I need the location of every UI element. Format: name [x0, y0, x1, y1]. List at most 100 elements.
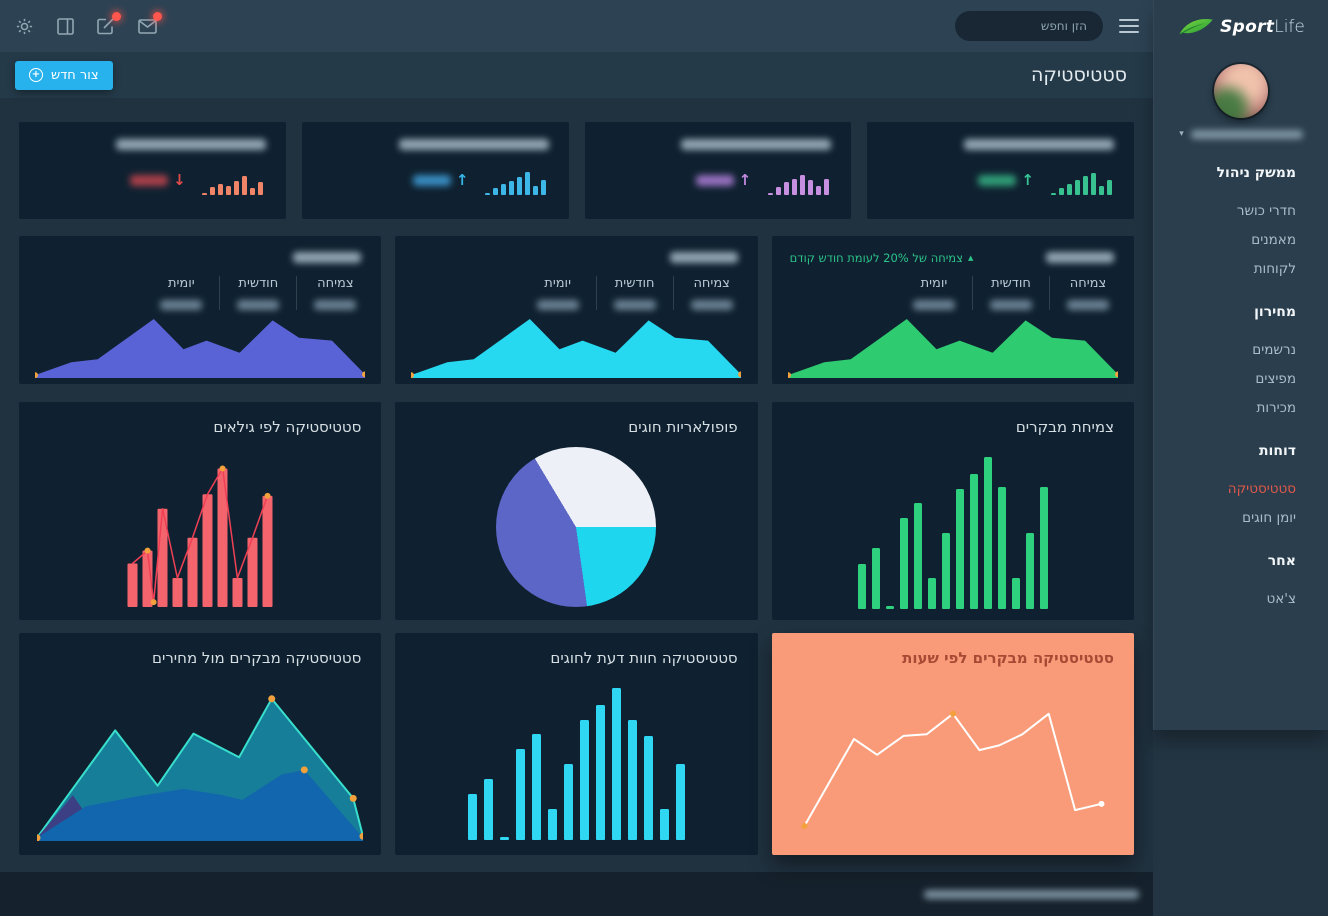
panel-ages: סטטיסטיקה לפי גילאים [19, 402, 382, 620]
monthly-stat: חודשית [597, 276, 674, 310]
reviews-bar-chart [467, 675, 685, 840]
sidebar-item-sales[interactable]: מכירות [1256, 399, 1297, 416]
search-input[interactable] [955, 11, 1103, 41]
daily-label: יומית [544, 276, 572, 291]
area-chart [35, 306, 365, 378]
redacted-stat-value [695, 174, 734, 186]
mini-bar-chart [200, 165, 266, 195]
avatar[interactable] [1214, 64, 1268, 118]
redacted-footer-text [924, 889, 1139, 899]
redacted-value [690, 300, 733, 310]
messages-button[interactable] [137, 12, 162, 36]
nav-header-pricing: מחירון [1254, 304, 1296, 320]
monthly-stat: חודשית [220, 276, 298, 310]
topbar [0, 0, 1153, 52]
growth-label: צמיחה [1069, 276, 1107, 291]
stat-card-purple: ↑ [584, 122, 852, 219]
panel-title: צמיחת מבקרים [1015, 418, 1114, 436]
growth-label: צמיחה [693, 276, 730, 291]
logo[interactable]: SportLife [1154, 0, 1328, 54]
mail-icon [137, 18, 157, 34]
visitor-growth-bar-chart [857, 444, 1048, 609]
growth-stat: צמיחה [1050, 276, 1126, 310]
visitors-hours-line-chart [788, 679, 1118, 837]
redacted-value [237, 300, 280, 310]
sidebar-item-class-calendar[interactable]: יומן חוגים [1242, 509, 1296, 526]
compose-button[interactable] [96, 12, 121, 36]
panel-visitors-by-hours: סטטיסטיקה מבקרים לפי שעות [771, 633, 1134, 855]
create-new-label: צור חדש [51, 67, 99, 83]
layout-panel-icon [56, 17, 74, 35]
layout-panel-button[interactable] [55, 16, 75, 36]
area-card-purple: צמיחה חודשית יומית [19, 236, 382, 384]
notification-badge [112, 12, 121, 21]
sidebar-item-gyms[interactable]: חדרי כושר [1236, 202, 1296, 219]
panel-title: פופולאריות חוגים [628, 418, 738, 436]
redacted-card-title [669, 252, 738, 263]
panel-reviews: סטטיסטיקה חוות דעת לחוגים [395, 633, 758, 855]
nav-header-admin: ממשק ניהול [1216, 165, 1296, 181]
caret-up-icon: ▲ [967, 253, 974, 262]
redacted-stat-title [681, 139, 832, 150]
sidebar-item-statistics[interactable]: סטטיסטיקה [1227, 480, 1296, 497]
trend-up-icon: ↑ [738, 170, 752, 189]
trend-down-icon: ↓ [173, 170, 186, 189]
page-header: + צור חדש סטטיסטיקה [0, 52, 1153, 98]
user-menu[interactable]: ▾ [1154, 129, 1328, 139]
monthly-label: חודשית [238, 276, 279, 291]
area-card-cyan: צמיחה חודשית יומית [395, 236, 758, 384]
page-title: סטטיסטיקה [1030, 64, 1127, 86]
chevron-down-icon: ▾ [1179, 129, 1184, 139]
compose-icon [97, 18, 114, 35]
redacted-value [314, 300, 357, 310]
gear-icon [16, 18, 32, 34]
redacted-stat-title [115, 139, 266, 150]
sidebar-panel: SportLife ▾ ממשק ניהול חדרי כושר מאמנים … [1153, 0, 1328, 730]
monthly-stat: חודשית [973, 276, 1050, 310]
redacted-card-title [1045, 252, 1114, 263]
sidebar: SportLife ▾ ממשק ניהול חדרי כושר מאמנים … [1153, 0, 1328, 916]
trend-up-icon: ↑ [455, 170, 469, 189]
sidebar-item-registrants[interactable]: נרשמים [1252, 341, 1296, 358]
redacted-stat-value [130, 174, 169, 186]
growth-annotation: ▲ צמיחה של 20% לעומת חודש קודם [790, 251, 974, 265]
visitors-prices-area-chart [37, 683, 364, 841]
redacted-stat-title [398, 139, 549, 150]
sidebar-item-distributors[interactable]: מפיצים [1255, 370, 1296, 387]
sidebar-item-clients[interactable]: לקוחות [1253, 260, 1296, 277]
popularity-pie-chart [496, 447, 657, 607]
redacted-value [160, 300, 203, 310]
growth-stat: צמיחה [674, 276, 750, 310]
redacted-stat-title [964, 139, 1114, 150]
sidebar-item-trainers[interactable]: מאמנים [1251, 231, 1296, 248]
monthly-label: חודשית [991, 276, 1031, 291]
ages-bar-chart [120, 446, 280, 607]
mini-bar-chart [1048, 165, 1114, 195]
area-chart [787, 306, 1118, 378]
redacted-stat-value [978, 174, 1017, 186]
daily-stat: יומית [896, 276, 973, 310]
monthly-label: חודשית [614, 276, 655, 291]
sidebar-item-chat[interactable]: צ'אט [1266, 590, 1297, 607]
area-card-green: ▲ צמיחה של 20% לעומת חודש קודם צמיחה חוד… [771, 236, 1134, 384]
plus-icon: + [29, 68, 43, 82]
stat-card-red: ↓ [19, 122, 286, 219]
mini-bar-chart [765, 165, 831, 195]
nav-header-other: אחר [1267, 553, 1296, 569]
growth-label: צמיחה [317, 276, 354, 291]
redacted-value [1066, 300, 1109, 310]
stat-card-blue: ↑ [301, 122, 569, 219]
panel-title: סטטיסטיקה מבקרים מול מחירים [152, 649, 362, 667]
panel-title: סטטיסטיקה מבקרים לפי שעות [902, 649, 1114, 667]
redacted-value [912, 300, 955, 310]
hamburger-menu-icon[interactable] [1119, 19, 1139, 33]
settings-button[interactable] [14, 16, 34, 36]
stat-card-green: ↑ [867, 122, 1134, 219]
redacted-card-title [293, 252, 362, 263]
panel-title: סטטיסטיקה חוות דעת לחוגים [550, 649, 738, 667]
panel-popularity: פופולאריות חוגים [395, 402, 758, 620]
panel-visitor-growth: צמיחת מבקרים [771, 402, 1134, 620]
redacted-username [1190, 129, 1303, 139]
main-column: + צור חדש סטטיסטיקה ↓ ↑ ↑ [0, 0, 1153, 916]
create-new-button[interactable]: + צור חדש [15, 60, 113, 90]
